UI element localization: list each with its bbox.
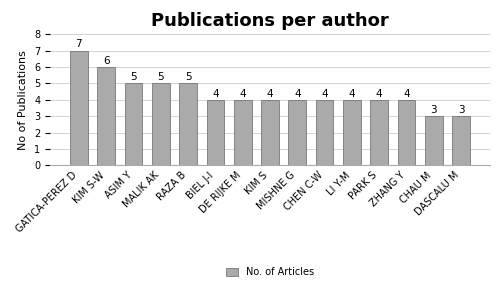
Text: 4: 4 (294, 89, 300, 99)
Bar (261, 100, 279, 165)
Bar (316, 100, 334, 165)
Bar (288, 100, 306, 165)
Bar (398, 100, 415, 165)
Text: 4: 4 (212, 89, 218, 99)
Title: Publications per author: Publications per author (151, 12, 389, 30)
Bar (206, 100, 224, 165)
Bar (234, 100, 252, 165)
Text: 4: 4 (266, 89, 274, 99)
Y-axis label: No of Publications: No of Publications (18, 50, 28, 150)
Text: 4: 4 (322, 89, 328, 99)
Text: 4: 4 (403, 89, 410, 99)
Bar (152, 83, 170, 165)
Bar (343, 100, 361, 165)
Text: 3: 3 (430, 105, 437, 115)
Text: 5: 5 (185, 72, 192, 82)
Bar (452, 116, 470, 165)
Text: 5: 5 (158, 72, 164, 82)
Bar (425, 116, 442, 165)
Bar (124, 83, 142, 165)
Bar (179, 83, 197, 165)
Legend: No. of Articles: No. of Articles (226, 267, 314, 277)
Text: 6: 6 (103, 56, 110, 66)
Text: 4: 4 (240, 89, 246, 99)
Text: 7: 7 (76, 39, 82, 49)
Text: 3: 3 (458, 105, 464, 115)
Bar (70, 50, 87, 165)
Text: 4: 4 (348, 89, 355, 99)
Bar (370, 100, 388, 165)
Text: 4: 4 (376, 89, 382, 99)
Bar (98, 67, 115, 165)
Text: 5: 5 (130, 72, 137, 82)
